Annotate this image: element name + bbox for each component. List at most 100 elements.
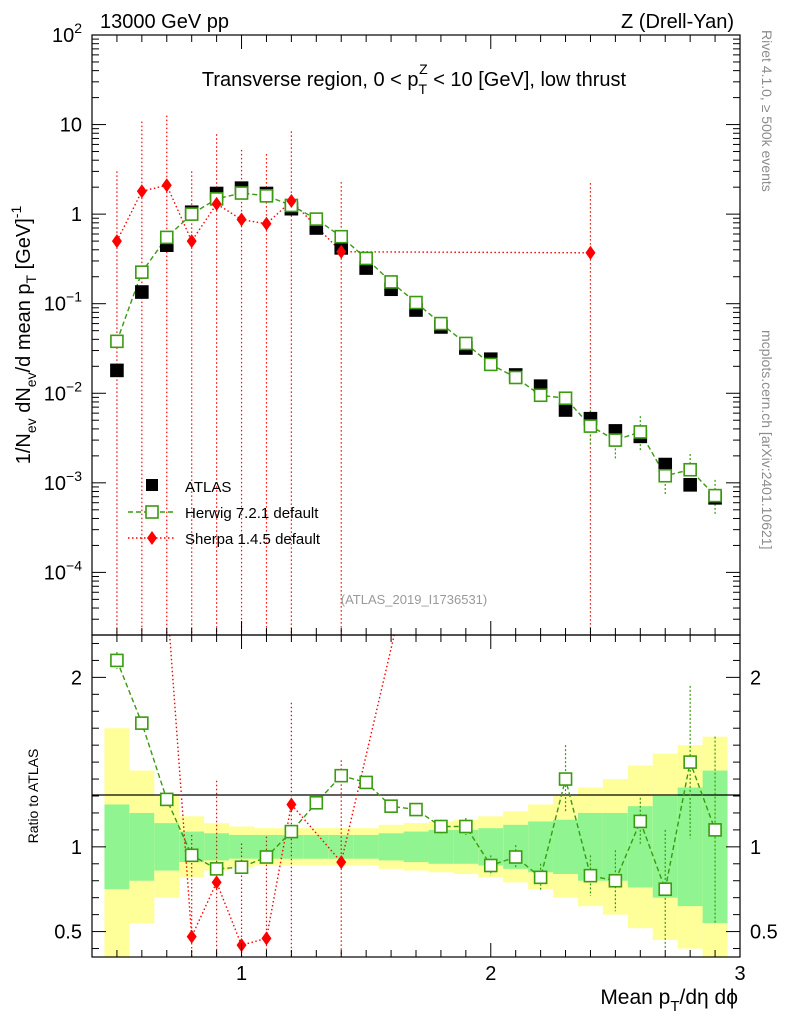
ratio-band-green <box>403 831 429 863</box>
ratio-ytick-label: 0.5 <box>54 922 82 944</box>
sherpa-point <box>261 216 272 231</box>
sherpa-point <box>286 194 297 209</box>
ratio-herwig-point <box>434 819 448 834</box>
ratio-sherpa-point <box>261 931 272 946</box>
main-ytick-label: 1 <box>71 204 82 226</box>
ratio-herwig-point <box>708 823 722 837</box>
ratio-ytick-label-right: 0.5 <box>750 922 778 944</box>
ratio-herwig-point <box>135 716 149 730</box>
herwig-point <box>110 334 124 349</box>
herwig-point <box>184 207 199 221</box>
herwig-point <box>533 388 548 403</box>
ratio-herwig-point <box>209 862 224 876</box>
header-left: 13000 GeV pp <box>100 11 229 33</box>
atlas-point <box>683 478 697 492</box>
legend-herwig-marker <box>145 505 159 519</box>
ratio-herwig-point <box>284 824 299 839</box>
herwig-point <box>483 357 498 372</box>
herwig-point <box>159 230 174 245</box>
herwig-point <box>683 462 697 477</box>
sherpa-point <box>236 212 247 227</box>
legend-atlas-label: ATLAS <box>185 479 231 496</box>
ratio-xtick-label: 1 <box>236 963 247 985</box>
sherpa-point <box>336 244 347 259</box>
legend-atlas-marker <box>146 479 158 491</box>
ratio-ylabel: Ratio to ATLAS <box>25 749 41 844</box>
mcplots-source-label: mcplots.cern.ch [arXiv:2401.10621] <box>759 330 775 549</box>
herwig-line <box>116 192 716 497</box>
atlas-point <box>558 403 573 417</box>
ratio-band-green <box>428 829 454 864</box>
ratio-herwig-point <box>384 799 398 813</box>
sherpa-point <box>211 196 222 211</box>
main-ytick-label: 10−4 <box>44 557 82 584</box>
ratio-sherpa-point <box>286 797 297 812</box>
main-ytick-label: 10−3 <box>44 468 82 495</box>
main-ytick-label: 10−1 <box>44 289 82 316</box>
ratio-herwig-point <box>459 819 473 834</box>
atlas-point <box>110 363 124 378</box>
ratio-band-green <box>104 804 130 890</box>
ratio-herwig-point <box>583 868 598 883</box>
ratio-band-green <box>303 834 329 859</box>
analysis-watermark: (ATLAS_2019_I1736531) <box>341 592 487 607</box>
herwig-point <box>608 433 623 447</box>
ratio-herwig-point <box>508 850 523 864</box>
ratio-ytick-label: 1 <box>71 837 82 859</box>
herwig-point <box>658 468 673 483</box>
ratio-herwig-point <box>483 858 498 873</box>
herwig-point <box>633 425 648 439</box>
ratio-herwig-point <box>159 792 174 807</box>
ratio-herwig-point <box>334 768 349 783</box>
sherpa-line <box>116 184 591 254</box>
ratio-herwig-point <box>359 775 373 790</box>
herwig-point <box>384 275 398 289</box>
ratio-herwig-point <box>658 882 673 897</box>
herwig-point <box>309 212 324 226</box>
herwig-point <box>359 251 373 266</box>
herwig-point <box>508 370 523 385</box>
herwig-point <box>459 336 473 351</box>
ratio-band-green <box>229 834 254 859</box>
ratio-herwig-point <box>184 848 199 863</box>
herwig-point <box>583 419 598 433</box>
legend: ATLAS Herwig 7.2.1 default Sherpa 1.4.5 … <box>128 479 321 548</box>
sherpa-point <box>161 178 172 193</box>
sherpa-point <box>136 184 147 199</box>
ratio-herwig-point <box>633 814 648 829</box>
ratio-xtick-label: 3 <box>734 963 745 985</box>
ratio-herwig-point <box>110 653 124 668</box>
ratio-herwig-point <box>409 802 423 817</box>
ratio-sherpa-line <box>168 635 395 946</box>
herwig-point <box>409 295 423 310</box>
herwig-point <box>558 391 573 406</box>
main-ylabel: 1/Nev dNev/d mean pT [GeV]-1 <box>8 206 39 465</box>
legend-sherpa-marker <box>147 531 157 545</box>
ratio-herwig-point <box>234 860 249 874</box>
ratio-band-green <box>553 819 578 874</box>
atlas-point <box>135 285 149 299</box>
herwig-point <box>434 316 448 331</box>
ratio-xtick-label: 2 <box>485 963 496 985</box>
ratio-ytick-label-right: 1 <box>750 837 761 859</box>
main-ytick-label: 10−2 <box>44 378 82 405</box>
ratio-herwig-point <box>608 873 623 888</box>
atlas-point <box>658 457 673 472</box>
herwig-point <box>708 488 722 503</box>
herwig-point <box>334 229 349 244</box>
main-ytick-label: 102 <box>52 20 82 47</box>
ratio-herwig-point <box>558 772 573 786</box>
header-right: Z (Drell-Yan) <box>621 11 734 33</box>
legend-sherpa-label: Sherpa 1.4.5 default <box>185 531 321 548</box>
ratio-herwig-point <box>309 795 324 810</box>
ratio-band-green <box>353 834 379 859</box>
main-panel: 10−4 10−3 10−2 10−1 1 10 102 Transverse region… <box>8 20 741 636</box>
ratio-band-green <box>378 833 404 861</box>
herwig-point <box>234 186 249 200</box>
ratio-band-green <box>129 812 155 881</box>
ratio-herwig-point <box>259 850 274 864</box>
region-title: Transverse region, 0 < pTZ < 10 [GeV], l… <box>202 61 627 97</box>
ratio-band-green <box>154 823 180 871</box>
herwig-point <box>259 189 274 203</box>
